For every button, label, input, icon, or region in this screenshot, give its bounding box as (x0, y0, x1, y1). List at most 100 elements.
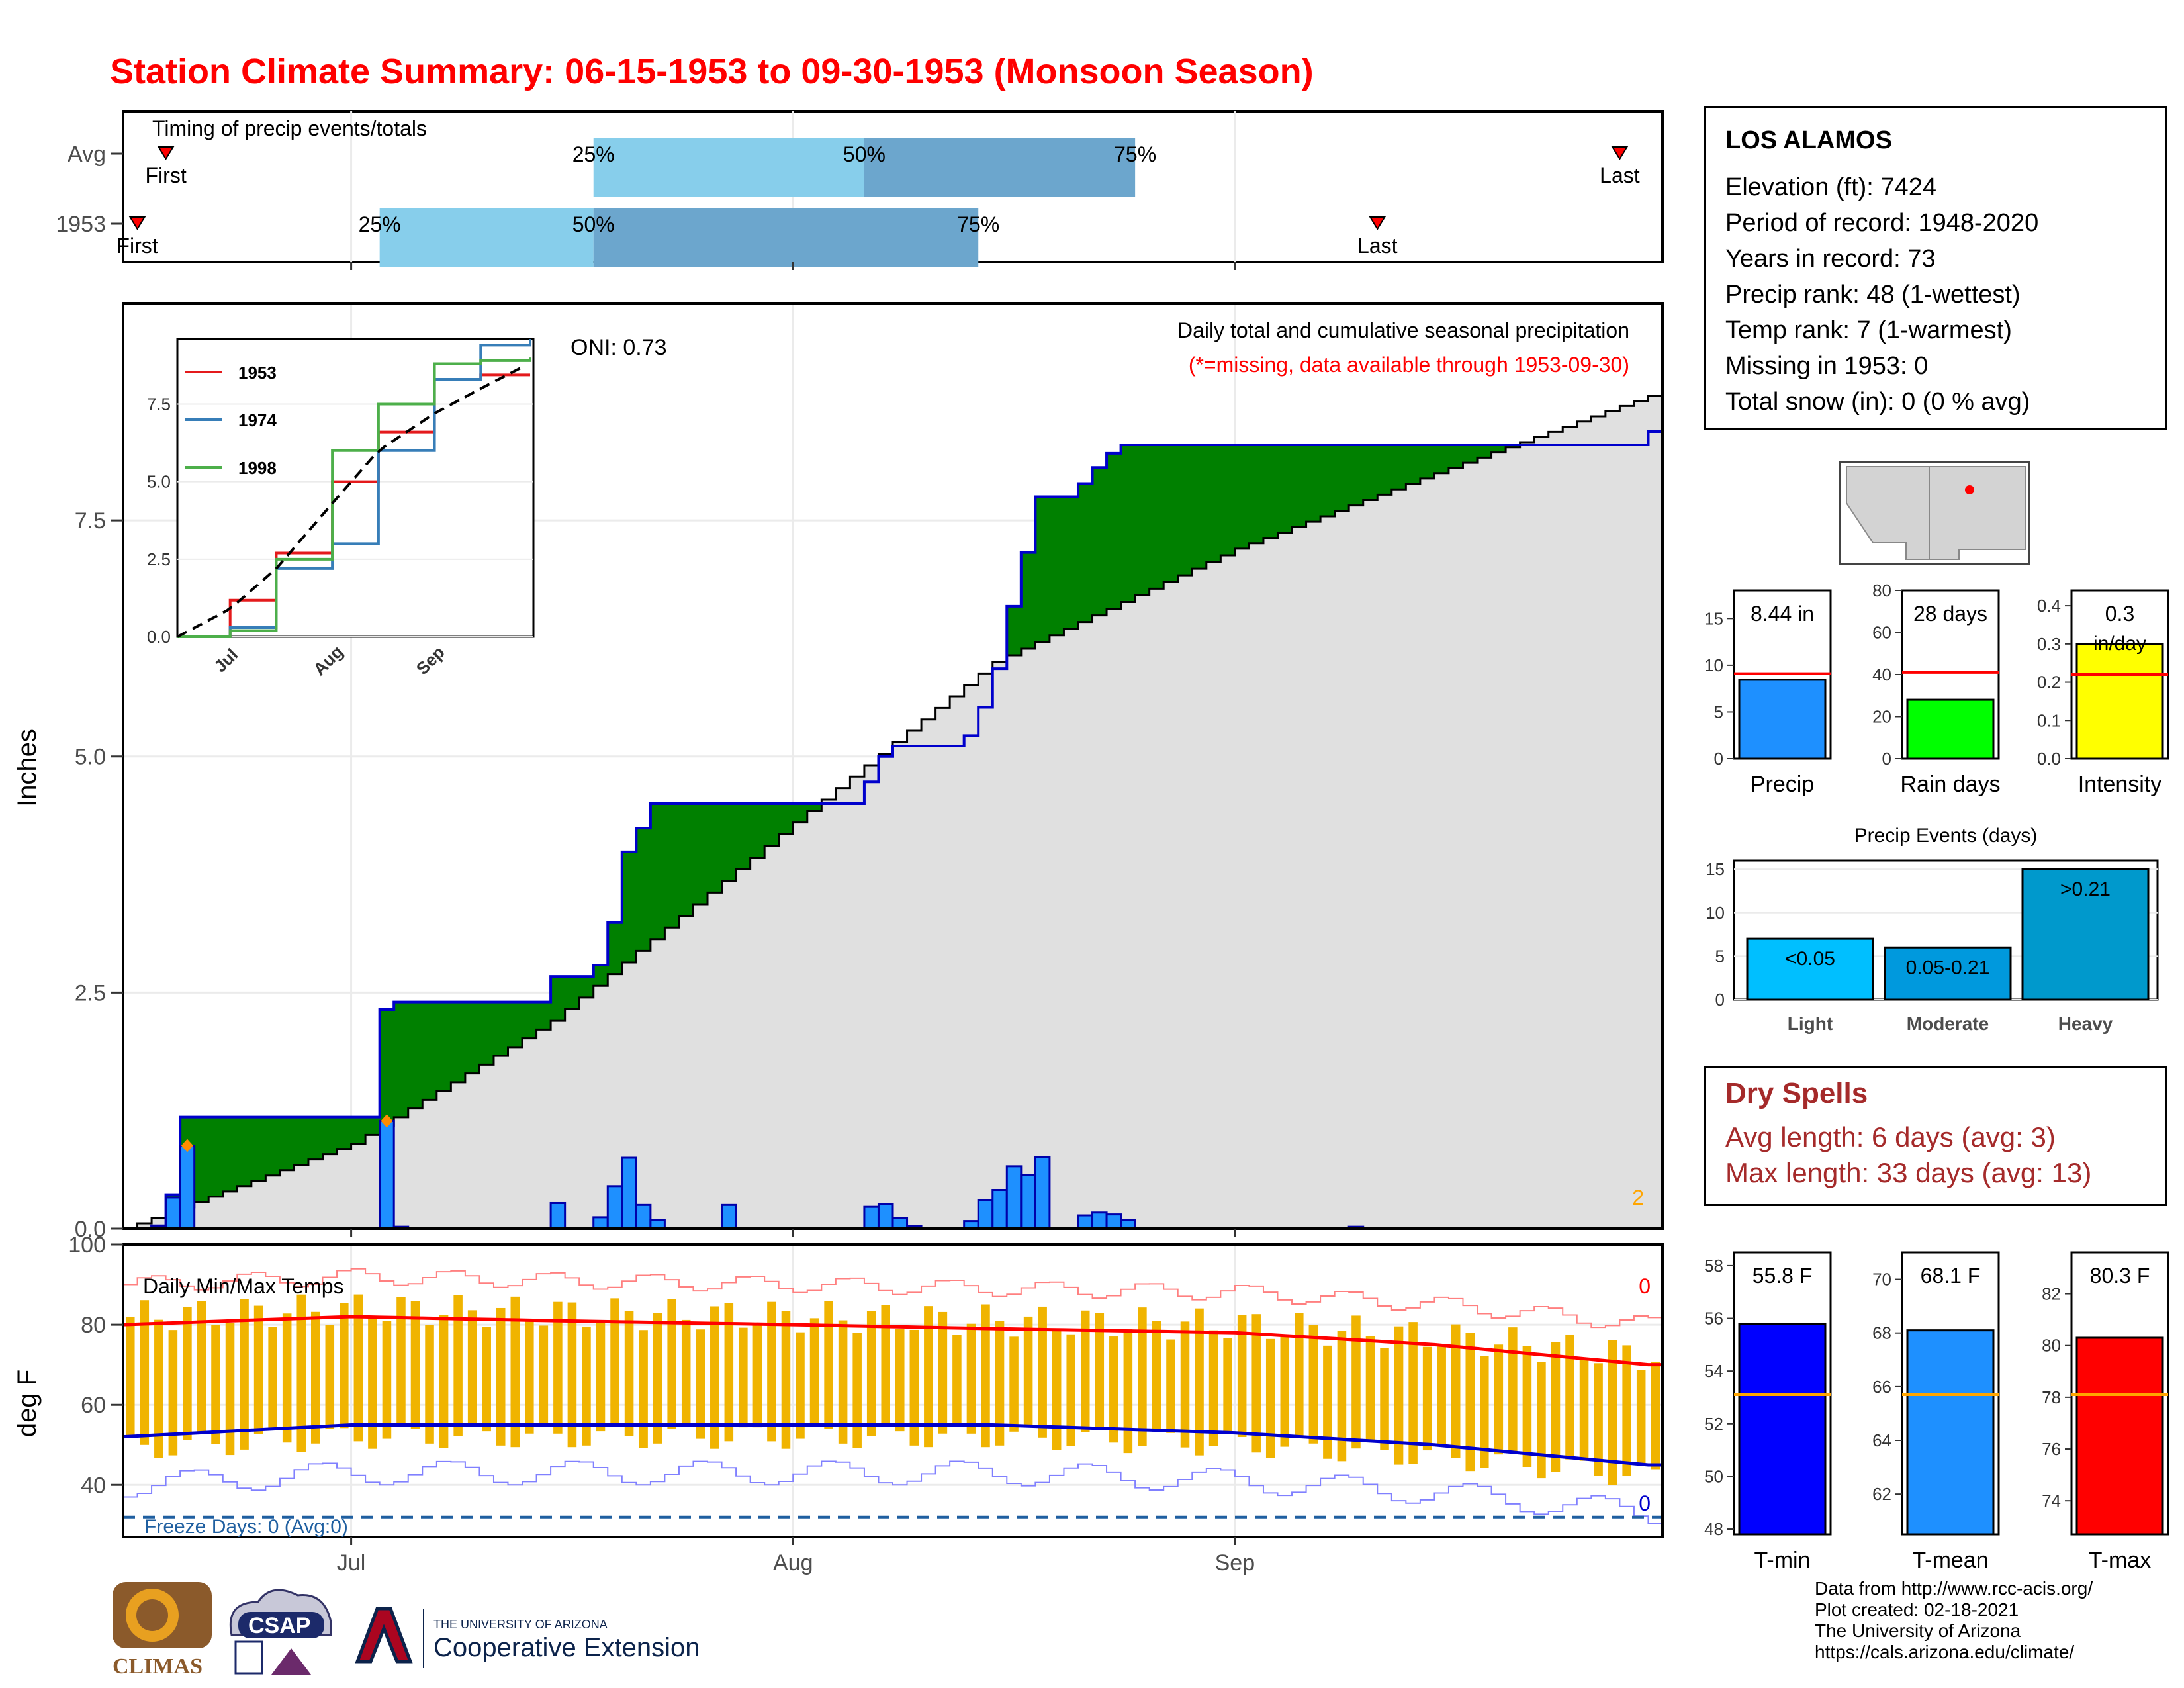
temp-summary-ytick-label: 52 (1704, 1414, 1723, 1434)
timing-q25-q50-bar (593, 138, 864, 197)
temp-summary-ytick-label: 56 (1704, 1309, 1723, 1329)
inset-average-line (177, 365, 524, 638)
tmin-count: 0 (1639, 1491, 1651, 1515)
above-average-area (522, 1002, 537, 1039)
summary-ytick-label: 0.1 (2037, 710, 2061, 730)
dry-spells-max: Max length: 33 days (avg: 13) (1725, 1157, 2092, 1188)
precip-events-title: Precip Events (days) (1854, 825, 2038, 847)
above-average-area (394, 1002, 409, 1117)
daily-temp-bar (1123, 1329, 1133, 1454)
daily-temp-bar (368, 1318, 377, 1449)
timing-last-marker (1611, 146, 1629, 160)
daily-temp-bar (1280, 1335, 1290, 1447)
precip-events-bar-heavy (2021, 868, 2150, 1001)
above-average-area (436, 1002, 451, 1092)
timing-panel: Timing of precip events/totals Avg 25% 50% 7… (56, 110, 1664, 270)
missing-note: (*=missing, data available through 1953-… (1189, 353, 1629, 377)
temp-summary-ytick-label: 64 (1872, 1430, 1891, 1450)
station-name: LOS ALAMOS (1725, 126, 1892, 154)
timing-first-label: First (146, 164, 187, 187)
daily-temp-bar (1394, 1326, 1404, 1465)
daily-temp-bar (1038, 1306, 1047, 1438)
above-average-area (778, 804, 794, 835)
above-average-area (479, 1002, 494, 1065)
daily-temp-bar (966, 1323, 976, 1434)
credit-line-url: https://cals.arizona.edu/climate/ (1815, 1642, 2075, 1662)
above-average-area (1406, 444, 1421, 485)
above-average-area (807, 804, 822, 812)
temp-summary-ytick-label: 58 (1704, 1256, 1723, 1276)
above-average-area (565, 976, 580, 1009)
daily-temp-bar (1522, 1346, 1532, 1468)
temp-ytick-label: 100 (68, 1233, 106, 1258)
above-average-area (678, 804, 694, 916)
above-average-area (693, 804, 708, 904)
above-average-area (1149, 444, 1164, 589)
daily-precip-bar (977, 1199, 994, 1230)
summary-value-unit-2: in/day (2093, 633, 2146, 655)
daily-temp-bar (767, 1301, 776, 1442)
inset-ytick-label: 7.5 (147, 394, 171, 414)
daily-temp-bar (1494, 1344, 1504, 1455)
above-average-area (1192, 444, 1207, 569)
above-average-area (237, 1117, 252, 1186)
precip-events-bar-label: 0.05-0.21 (1906, 957, 1990, 978)
above-average-area (1049, 496, 1065, 635)
timing-first-label: First (116, 234, 158, 258)
inset-ytick-label: 0.0 (147, 627, 171, 647)
daily-temp-bar (1351, 1315, 1361, 1449)
above-average-area (1064, 496, 1079, 629)
daily-temp-bar (482, 1327, 491, 1432)
precip-events-ytick-label: 5 (1715, 946, 1725, 966)
above-average-area (1320, 444, 1336, 516)
daily-precip-bar (891, 1217, 909, 1230)
above-average-area (1234, 444, 1250, 549)
daily-precip-bar (1020, 1174, 1036, 1230)
credit-line-data: Data from http://www.rcc-acis.org/ (1815, 1578, 2093, 1599)
summary-label-0: Precip (1751, 772, 1814, 797)
above-average-area (1077, 483, 1093, 622)
above-average-area (379, 1009, 394, 1127)
summary-value-label-1: 28 days (1913, 602, 1987, 626)
above-average-area (422, 1002, 437, 1100)
temp-summary-ytick-label: 70 (1872, 1270, 1891, 1289)
timing-row-label-1953: 1953 (56, 212, 106, 237)
above-average-area (721, 804, 737, 881)
monsoon-onset-marker (181, 1139, 193, 1152)
daily-temp-bar (653, 1313, 662, 1444)
daily-temp-bar (1009, 1336, 1019, 1432)
daily-temp-bar (981, 1304, 990, 1448)
daily-temp-bar (425, 1325, 434, 1444)
daily-temp-bar (1251, 1314, 1261, 1453)
daily-precip-bar (635, 1203, 652, 1230)
credit-line-date: Plot created: 02-18-2021 (1815, 1599, 2019, 1620)
timing-q50-q75-bar (593, 208, 979, 267)
daily-temp-bar (539, 1325, 549, 1425)
above-average-area (1306, 444, 1321, 522)
daily-temp-bar (796, 1332, 805, 1439)
ua-logo: THE UNIVERSITY OF ARIZONA Cooperative Ex… (355, 1607, 700, 1668)
credit-line-org: The University of Arizona (1815, 1620, 2021, 1641)
daily-precip-bar (1005, 1165, 1023, 1230)
avg-tmax-line (122, 1315, 1662, 1367)
timing-q75-label: 75% (957, 212, 999, 236)
precip-ytick-label: 2.5 (75, 980, 106, 1006)
above-average-area (1363, 444, 1378, 500)
above-average-area (351, 1117, 366, 1144)
summary-ytick-label: 20 (1872, 707, 1891, 727)
station-period: Period of record: 1948-2020 (1725, 209, 2039, 237)
climas-text: CLIMAS (113, 1654, 203, 1679)
above-average-area (294, 1117, 309, 1165)
x-axis-label: Aug (773, 1550, 813, 1575)
above-average-area (579, 976, 594, 998)
above-average-area (222, 1117, 238, 1192)
daily-precip-bar (379, 1119, 395, 1230)
summary-ytick-label: 5 (1714, 702, 1723, 722)
daily-temp-bar (681, 1319, 691, 1427)
daily-temp-bar (126, 1316, 135, 1437)
daily-temp-bar (1195, 1308, 1204, 1456)
precip-frame (122, 302, 1664, 1230)
daily-precip-bar (1077, 1214, 1094, 1230)
timing-label: Timing of precip events/totals (152, 117, 427, 140)
